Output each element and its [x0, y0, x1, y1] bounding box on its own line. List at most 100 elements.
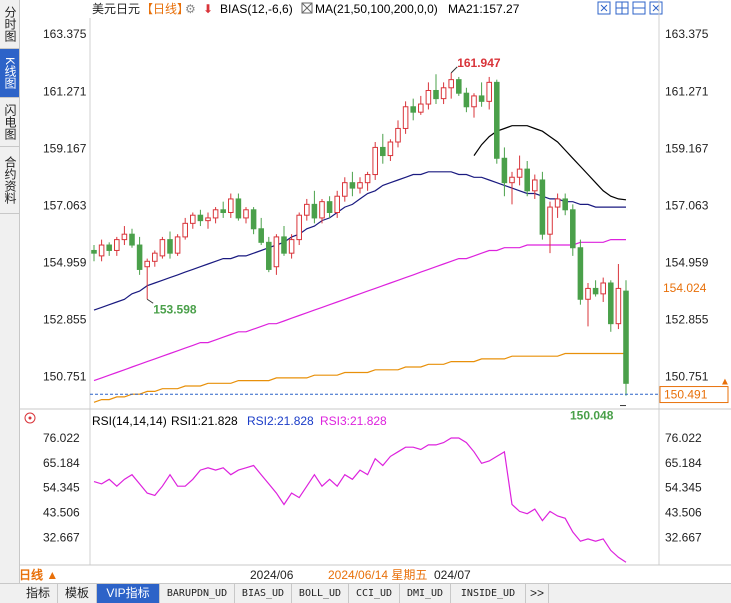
rsi-tick-label-left: 32.667 — [43, 530, 80, 544]
candle-body — [106, 244, 112, 251]
y-tick-label-right: 163.375 — [665, 27, 709, 41]
tab-cci-ud[interactable]: CCI_UD — [349, 584, 400, 603]
candle-body — [600, 282, 606, 295]
rsi-pane — [93, 437, 627, 563]
kline-chart[interactable]: 美元日元 【日线】 ⚙ ⬇ BIAS(12,-6,6) MA(21,50,100… — [0, 0, 731, 583]
candle-body — [456, 79, 462, 94]
candle-body — [463, 92, 470, 108]
fit-screen-icon[interactable] — [597, 1, 611, 15]
low-price-label-right: 150.048 — [570, 409, 614, 423]
candle-body — [380, 146, 386, 157]
candle-body — [554, 198, 561, 208]
candle-body — [205, 217, 211, 222]
low-marker-left — [146, 298, 154, 304]
tab-timeshare[interactable]: 分时图 — [0, 0, 19, 49]
y-tick-label-right: 152.855 — [665, 312, 709, 326]
price-axis: 163.375 163.375 161.271 161.271 159.167 159.1… — [43, 27, 730, 404]
rsi3-value: RSI3:21.828 — [320, 414, 387, 428]
candle-body — [585, 287, 591, 300]
tab-bias-ud[interactable]: BIAS_UD — [235, 584, 292, 603]
candle-body — [608, 282, 614, 325]
date-label-left: 2024/06 — [250, 568, 294, 582]
rsi1-value: RSI1:21.828 — [171, 414, 238, 428]
candle-body — [91, 249, 97, 254]
rsi-target-icon[interactable] — [24, 412, 36, 424]
y-tick-label-left: 150.751 — [43, 370, 87, 384]
candle-body — [547, 206, 553, 235]
layout-icon[interactable] — [632, 1, 646, 15]
candle-body — [570, 209, 576, 249]
tab-contract-info[interactable]: 合约资料 — [0, 147, 19, 214]
ma-label: MA(21,50,100,200,0,0) — [315, 2, 438, 16]
indicator-toggle-icon[interactable] — [301, 2, 313, 14]
tab-inside-ud[interactable]: INSIDE_UD — [451, 584, 526, 603]
y-tick-label-right: 161.271 — [665, 84, 709, 98]
price-tag-orange: 154.024 — [663, 281, 707, 295]
tab-kline[interactable]: K线图 — [0, 49, 19, 98]
candle-body — [402, 106, 409, 129]
tab-flash-chart[interactable]: 闪电图 — [0, 98, 19, 147]
candle-body — [190, 214, 196, 224]
rsi-tick-label-right: 76.022 — [665, 431, 702, 445]
candle-body — [235, 198, 242, 219]
high-price-label: 161.947 — [457, 56, 501, 70]
candle-body — [212, 209, 219, 219]
tab-boll-ud[interactable]: BOLL_UD — [292, 584, 349, 603]
candle-body — [167, 239, 173, 254]
ma-line-ma200 — [93, 239, 626, 382]
candle-body — [334, 195, 340, 213]
candle-body — [440, 87, 447, 100]
rsi-tick-label-left: 65.184 — [43, 456, 80, 470]
candle-body — [395, 127, 401, 143]
candle-body — [418, 103, 424, 113]
current-price-tag: 150.491 — [664, 388, 708, 402]
tab-dmi-ud[interactable]: DMI_UD — [400, 584, 451, 603]
bias-down-arrow-icon: ⬇ — [203, 2, 213, 16]
candle-body — [220, 209, 226, 213]
period-selector[interactable]: 日线 ▲ — [19, 568, 59, 582]
candle-body — [281, 236, 287, 254]
current-price-tag-box — [659, 386, 729, 404]
rsi-tick-label-right: 32.667 — [665, 530, 702, 544]
candle-body — [425, 89, 432, 105]
tab-templates[interactable]: 模板 — [58, 584, 97, 603]
more-tabs-button[interactable]: >> — [526, 584, 549, 603]
tab-vip-indicators[interactable]: VIP指标 — [97, 584, 160, 603]
candle-body — [494, 81, 500, 159]
candle-body — [182, 222, 188, 238]
candle-body — [342, 182, 348, 197]
close-icon[interactable] — [649, 1, 663, 15]
candle-body — [304, 203, 310, 216]
candle-body — [266, 241, 272, 270]
candle-body — [410, 106, 416, 113]
candle-body — [387, 141, 394, 157]
rsi2-value: RSI2:21.828 — [247, 414, 314, 428]
rsi-label: RSI(14,14,14) — [92, 414, 167, 428]
chart-symbol: 美元日元 — [92, 2, 140, 16]
candle-body — [349, 182, 356, 189]
y-tick-label-left: 152.855 — [43, 312, 87, 326]
candle-body — [288, 239, 295, 254]
candle-body — [136, 244, 143, 270]
candle-body — [364, 174, 371, 184]
candle-body — [372, 146, 378, 176]
candle-body — [296, 214, 302, 241]
grid-view-icon[interactable] — [615, 1, 629, 15]
candle-body — [623, 290, 629, 384]
rsi-tick-label-right: 43.506 — [665, 506, 702, 520]
candle-body — [159, 239, 166, 257]
rsi-tick-label-left: 76.022 — [43, 431, 80, 445]
tab-indicators[interactable]: 指标 — [19, 584, 58, 603]
settings-gear-icon[interactable]: ⚙ — [185, 2, 196, 16]
candle-body — [228, 198, 234, 214]
candle-body — [471, 95, 477, 108]
date-label-right: 024/07 — [434, 568, 471, 582]
tab-barupdn-ud[interactable]: BARUPDN_UD — [160, 584, 235, 603]
date-bar: 2024/06 2024/06/14 星期五 024/07 — [90, 567, 660, 583]
candle-body — [592, 287, 599, 295]
rsi-line-rsi1 — [93, 437, 627, 563]
rsi-axis: 76.022 76.022 65.184 65.184 54.345 54.345 43.5… — [43, 431, 702, 544]
candle-body — [326, 201, 333, 213]
candle-body — [448, 79, 454, 89]
candle-body — [615, 287, 622, 325]
